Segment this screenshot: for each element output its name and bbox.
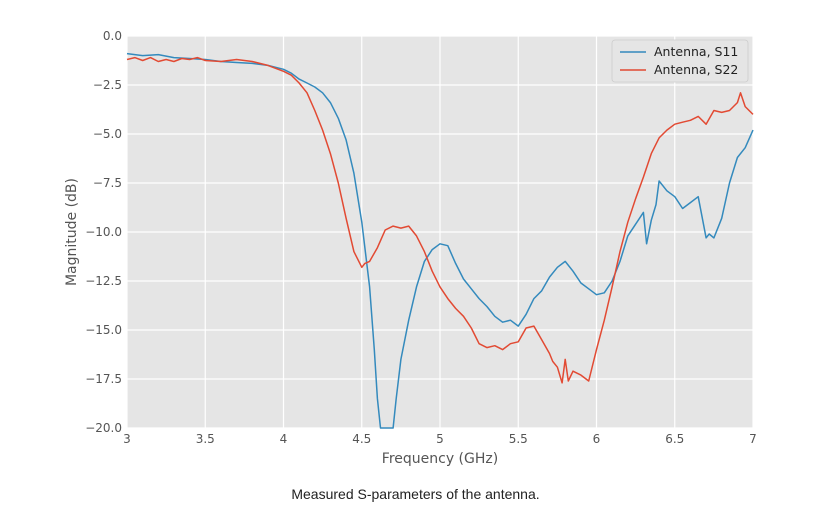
x-tick-label: 6 — [593, 432, 601, 446]
x-tick-label: 4.5 — [352, 432, 371, 446]
x-tick-label: 4 — [280, 432, 288, 446]
series-lines — [126, 52, 754, 429]
y-tick-label: −17.5 — [85, 372, 122, 386]
s-parameter-line-chart: 3 3.5 4 4.5 5 5.5 6 6.5 7 0.0 −2.5 −5.0 −7.5 −10.0 −1… — [64, 29, 757, 467]
y-tick-label: 0.0 — [103, 29, 122, 43]
legend: Antenna, S11 Antenna, S22 — [611, 39, 749, 83]
x-tick-label: 6.5 — [665, 432, 684, 446]
legend-box — [611, 39, 749, 83]
y-tick-label: −10.0 — [85, 225, 122, 239]
series-line-s22 — [126, 56, 754, 384]
y-tick-label: −7.5 — [93, 176, 122, 190]
y-tick-label: −5.0 — [93, 127, 122, 141]
y-tick-label: −20.0 — [85, 421, 122, 435]
x-tick-label: 3.5 — [196, 432, 215, 446]
x-tick-label: 5 — [436, 432, 444, 446]
x-tick-label: 3 — [123, 432, 131, 446]
y-axis-label: Magnitude (dB) — [64, 178, 80, 286]
series-line-s11 — [126, 52, 754, 429]
x-tick-labels: 3 3.5 4 4.5 5 5.5 6 6.5 7 — [123, 432, 757, 446]
legend-entry-label: Antenna, S11 — [654, 44, 738, 59]
legend-entry-label: Antenna, S22 — [654, 62, 738, 77]
y-tick-labels: 0.0 −2.5 −5.0 −7.5 −10.0 −12.5 −15.0 −17.5 −20.0 — [85, 29, 122, 435]
y-tick-label: −12.5 — [85, 274, 122, 288]
x-axis-label: Frequency (GHz) — [382, 451, 498, 467]
y-tick-label: −15.0 — [85, 323, 122, 337]
grid-lines — [126, 35, 754, 429]
figure-caption: Measured S-parameters of the antenna. — [291, 486, 540, 502]
y-tick-label: −2.5 — [93, 78, 122, 92]
x-tick-label: 7 — [749, 432, 757, 446]
x-tick-label: 5.5 — [509, 432, 528, 446]
